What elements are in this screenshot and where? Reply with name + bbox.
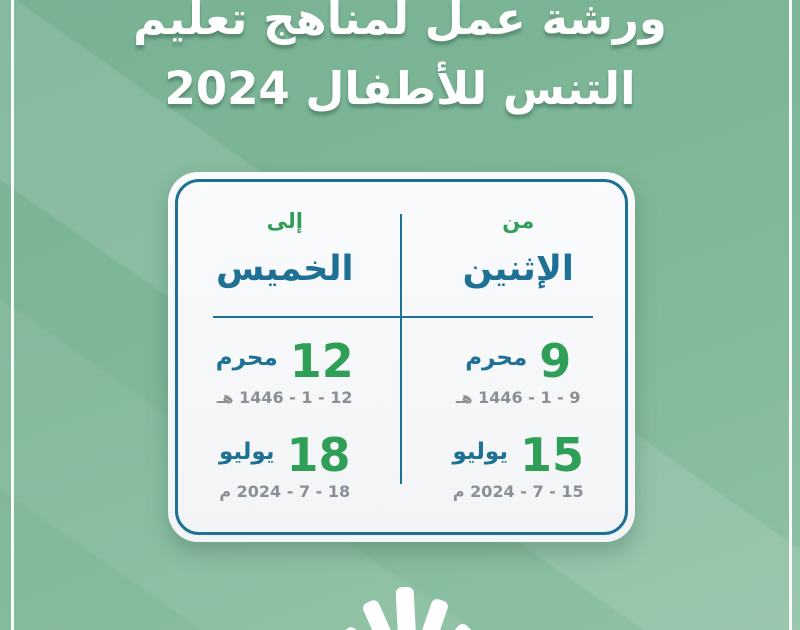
to-hijri-date-row: 12 محرم (168, 336, 402, 386)
to-label: إلى (266, 209, 303, 233)
from-hijri-month: محرم (465, 345, 528, 371)
page-title-line2: التنس للأطفال 2024 (164, 62, 636, 115)
from-day-name: الإثنين (462, 249, 574, 289)
from-hijri-full-date: 9 - 1 - 1446 هـ (455, 388, 581, 407)
card-grid: من الإثنين 9 محرم 9 - 1 - 1446 هـ 15 يول… (168, 172, 635, 542)
to-column: إلى الخميس 12 محرم 12 - 1 - 1446 هـ 18 ي… (168, 172, 402, 542)
frame-line-left (11, 0, 14, 630)
to-day-name: الخميس (215, 249, 354, 289)
from-hijri-date-row: 9 محرم (402, 336, 636, 386)
from-gregorian-full-date: 15 - 7 - 2024 م (452, 482, 584, 501)
from-gregorian-date-row: 15 يوليو (402, 430, 636, 480)
page-title-line1: ورشة عمل لمناهج تعليم (133, 0, 667, 45)
to-gregorian-day-number: 18 (286, 428, 351, 482)
column-divider (400, 214, 402, 484)
page-title: ورشة عمل لمناهج تعليم التنس للأطفال 2024 (0, 0, 800, 124)
from-hijri-day-number: 9 (539, 334, 572, 388)
to-gregorian-full-date: 18 - 7 - 2024 م (219, 482, 351, 501)
from-gregorian-month: يوليو (452, 439, 508, 465)
to-gregorian-month: يوليو (218, 439, 275, 465)
to-hijri-month: محرم (215, 345, 278, 371)
to-hijri-full-date: 12 - 1 - 1446 هـ (216, 388, 353, 407)
from-column: من الإثنين 9 محرم 9 - 1 - 1446 هـ 15 يول… (402, 172, 636, 542)
header-rule (213, 316, 593, 318)
schedule-card: من الإثنين 9 محرم 9 - 1 - 1446 هـ 15 يول… (168, 172, 635, 542)
frame-line-right (789, 0, 792, 630)
to-gregorian-date-row: 18 يوليو (168, 430, 402, 480)
from-label: من (502, 209, 535, 233)
to-hijri-day-number: 12 (289, 334, 354, 388)
from-gregorian-day-number: 15 (520, 428, 585, 482)
palm-emblem-icon (346, 586, 473, 630)
